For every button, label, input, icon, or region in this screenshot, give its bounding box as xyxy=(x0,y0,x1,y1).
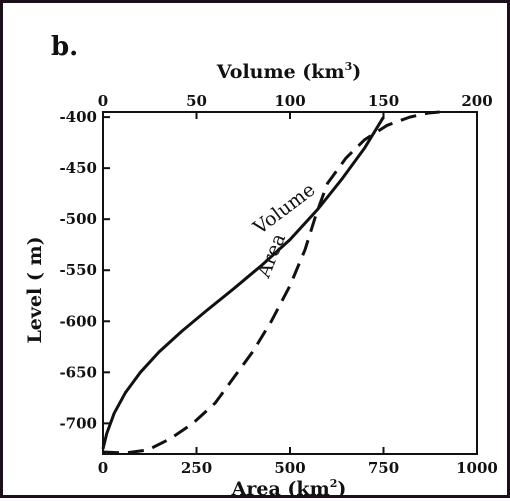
bottom-tick-label: 500 xyxy=(274,459,305,477)
top-tick-label: 100 xyxy=(274,92,305,110)
bottom-tick-label: 0 xyxy=(98,459,108,477)
panel-label: b. xyxy=(51,32,78,62)
top-axis-title: Volume (km3) xyxy=(216,60,361,83)
y-tick-label: -700 xyxy=(59,414,97,432)
volume-annotation: Volume xyxy=(249,179,320,240)
axis-ticks: 0 50 100 150 200 0 250 500 750 1000 -400 -450 -500 -5… xyxy=(59,92,497,477)
volume-series-line xyxy=(101,116,385,450)
y-tick-label: -600 xyxy=(59,312,97,330)
area-annotation: Area xyxy=(252,230,290,281)
top-tick-label: 150 xyxy=(368,92,399,110)
bottom-tick-label: 250 xyxy=(181,459,212,477)
y-tick-label: -450 xyxy=(59,159,97,177)
y-tick-label: -500 xyxy=(59,210,97,228)
top-tick-label: 50 xyxy=(186,92,207,110)
bottom-tick-label: 750 xyxy=(368,459,399,477)
bottom-tick-label: 1000 xyxy=(456,459,498,477)
top-tick-label: 0 xyxy=(98,92,108,110)
area-series-line xyxy=(102,110,440,455)
y-tick-label: -650 xyxy=(59,363,97,381)
y-axis-title: Level ( m) xyxy=(24,236,46,343)
level-volume-area-chart: b. Volume (km3) Area (km2) Level ( m) 0 5… xyxy=(24,32,498,500)
plot-area xyxy=(102,111,478,455)
bottom-axis-title: Area (km2) xyxy=(231,477,347,500)
y-tick-label: -400 xyxy=(59,108,97,126)
y-tick-label: -550 xyxy=(59,261,97,279)
top-tick-label: 200 xyxy=(461,92,492,110)
